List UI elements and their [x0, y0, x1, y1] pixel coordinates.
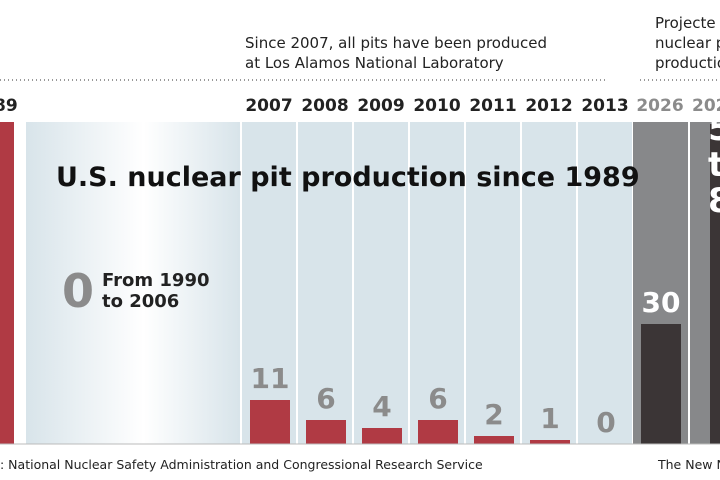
bar — [474, 436, 514, 444]
bar — [641, 324, 681, 444]
gap-label: From 1990 — [102, 270, 210, 291]
chart-title: U.S. nuclear pit production since 1989 — [56, 162, 640, 193]
column-panel — [578, 122, 632, 444]
gap-panel — [26, 122, 240, 444]
year-label: 2008 — [301, 96, 348, 116]
value-label: 5 — [708, 109, 720, 149]
note-line: at Los Alamos National Laboratory — [245, 54, 504, 72]
year-label: 2010 — [413, 96, 460, 116]
year-label: 2009 — [357, 96, 404, 116]
year-label: 2012 — [525, 96, 572, 116]
header-band — [0, 92, 720, 120]
note-line: nuclear p — [655, 34, 720, 52]
column-panel — [410, 122, 464, 444]
labels: Since 2007, all pits have been produced a… — [0, 14, 720, 472]
value-label: 11 — [251, 362, 290, 395]
year-label: 2013 — [581, 96, 628, 116]
bar-1989 — [0, 122, 14, 444]
column-panel — [354, 122, 408, 444]
bar — [710, 124, 720, 444]
value-label: 30 — [642, 286, 681, 319]
year-label: 2026 — [636, 96, 683, 116]
bar — [250, 400, 290, 444]
value-label: 6 — [316, 382, 335, 415]
year-label: 2011 — [469, 96, 516, 116]
column-panel — [466, 122, 520, 444]
year-label: 202 — [692, 96, 720, 116]
bar — [362, 428, 402, 444]
note-line: Since 2007, all pits have been produced — [245, 34, 547, 52]
column-panels — [0, 92, 720, 444]
value-label: 8 — [708, 181, 720, 221]
value-label: t — [708, 145, 720, 185]
bars — [250, 124, 720, 444]
value-label: 2 — [484, 398, 503, 431]
column-panel — [242, 122, 296, 444]
credit: The New N — [657, 457, 720, 472]
note-line: Projecte — [655, 14, 716, 32]
value-label: 1 — [540, 402, 559, 435]
note-line: productio — [655, 54, 720, 72]
bar — [418, 420, 458, 444]
value-label: 0 — [596, 406, 615, 439]
bar — [306, 420, 346, 444]
column-panel — [298, 122, 352, 444]
gap-value: 0 — [62, 264, 94, 318]
value-label: 4 — [372, 390, 391, 423]
value-label: 6 — [428, 382, 447, 415]
year-label: 89 — [0, 96, 18, 116]
bar — [530, 440, 570, 444]
year-label: 2007 — [245, 96, 292, 116]
gap-label: to 2006 — [102, 291, 179, 312]
source-note: : National Nuclear Safety Administration… — [0, 457, 483, 472]
column-panel — [522, 122, 576, 444]
